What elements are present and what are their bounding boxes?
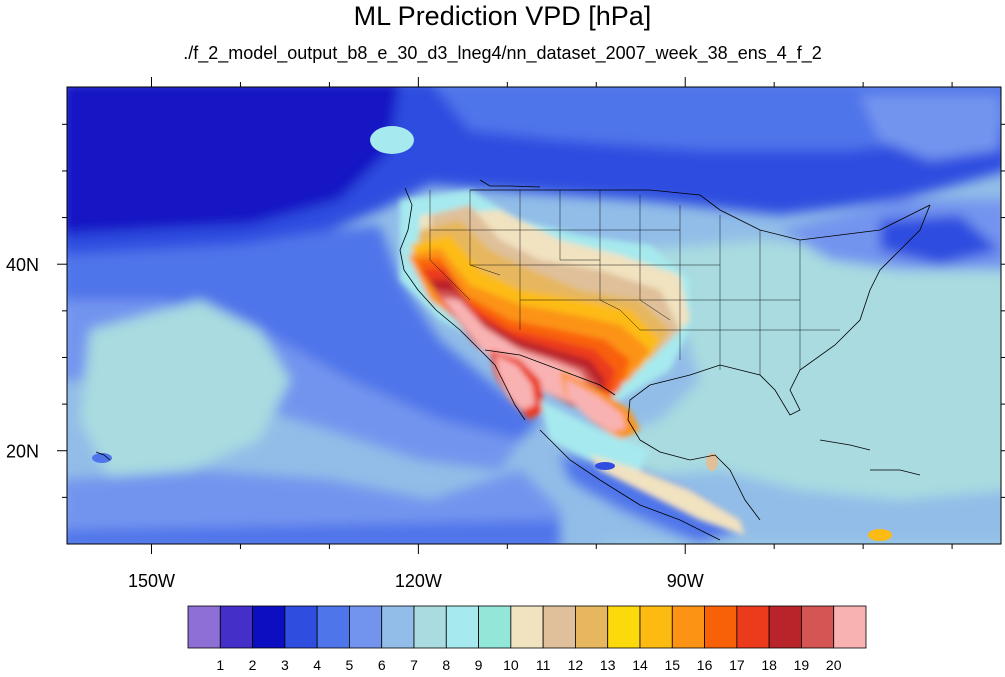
map-state-borders	[429, 190, 840, 375]
colorbar-label: 16	[697, 657, 713, 672]
lat-tick-label: 20N	[6, 442, 39, 462]
colorbar-swatch	[219, 605, 253, 649]
vpd-spot-sierra-madre	[595, 462, 615, 470]
colorbar-swatch	[413, 605, 447, 649]
vpd-spot-hawaii	[92, 453, 112, 463]
colorbar-swatch	[478, 605, 512, 649]
vpd-spot-yucatan	[706, 453, 718, 471]
colorbar-swatch	[252, 605, 286, 649]
colorbar-label: 20	[826, 657, 842, 672]
colorbar-swatch	[575, 605, 609, 649]
colorbar-label: 13	[600, 657, 616, 672]
axis-ticks: 150W 120W 90W 40N 20N	[6, 77, 1005, 591]
colorbar-label: 8	[442, 657, 450, 672]
colorbar-swatch	[349, 605, 383, 649]
colorbar-swatch	[316, 605, 350, 649]
vpd-large-scale-fields	[67, 87, 1001, 544]
colorbar-swatch	[671, 605, 705, 649]
colorbar-label: 6	[378, 657, 386, 672]
colorbar-swatch	[381, 605, 415, 649]
colorbar-label: 2	[249, 657, 257, 672]
colorbar-label: 10	[503, 657, 519, 672]
map-plot-area	[67, 87, 1001, 544]
lat-tick-label: 40N	[6, 255, 39, 275]
colorbar-swatch	[542, 605, 576, 649]
colorbar-swatch	[768, 605, 802, 649]
colorbar-label: 15	[664, 657, 680, 672]
colorbar-label: 12	[568, 657, 584, 672]
colorbar-label: 3	[281, 657, 289, 672]
map-frame	[66, 86, 1002, 545]
colorbar-swatch	[445, 605, 479, 649]
colorbar-swatch	[510, 605, 544, 649]
vpd-spot-venezuela	[868, 529, 892, 541]
colorbar-label: 11	[536, 657, 551, 672]
colorbar-swatch	[607, 605, 641, 649]
colorbar-label: 9	[475, 657, 483, 672]
colorbar-label: 14	[632, 657, 648, 672]
vpd-high-value-fields	[400, 190, 745, 535]
map-coastlines	[95, 179, 931, 541]
colorbar-label: 5	[346, 657, 354, 672]
colorbar-swatch	[801, 605, 835, 649]
colorbar-label: 19	[794, 657, 810, 672]
plot-subtitle: ./f_2_model_output_b8_e_30_d3_lneg4/nn_d…	[183, 43, 822, 63]
colorbar-label: 7	[410, 657, 418, 672]
colorbar-swatch	[639, 605, 673, 649]
colorbar-label: 17	[729, 657, 745, 672]
colorbar-swatch	[833, 605, 867, 649]
lon-tick-label: 120W	[395, 571, 442, 591]
lon-tick-label: 90W	[667, 571, 704, 591]
colorbar-swatch	[284, 605, 318, 649]
colorbar: 1 2 3 4 5 6 7 8 9 10 11 12 13 14 15 16 17 18 19 20	[187, 605, 867, 673]
colorbar-swatch	[187, 605, 221, 649]
colorbar-label: 4	[313, 657, 321, 672]
colorbar-swatch	[736, 605, 770, 649]
lon-tick-label: 150W	[128, 571, 175, 591]
colorbar-swatch	[704, 605, 738, 649]
plot-title: ML Prediction VPD [hPa]	[353, 1, 652, 31]
colorbar-label: 18	[761, 657, 777, 672]
colorbar-label: 1	[216, 657, 224, 672]
vpd-spot-bc-coast	[370, 126, 414, 154]
